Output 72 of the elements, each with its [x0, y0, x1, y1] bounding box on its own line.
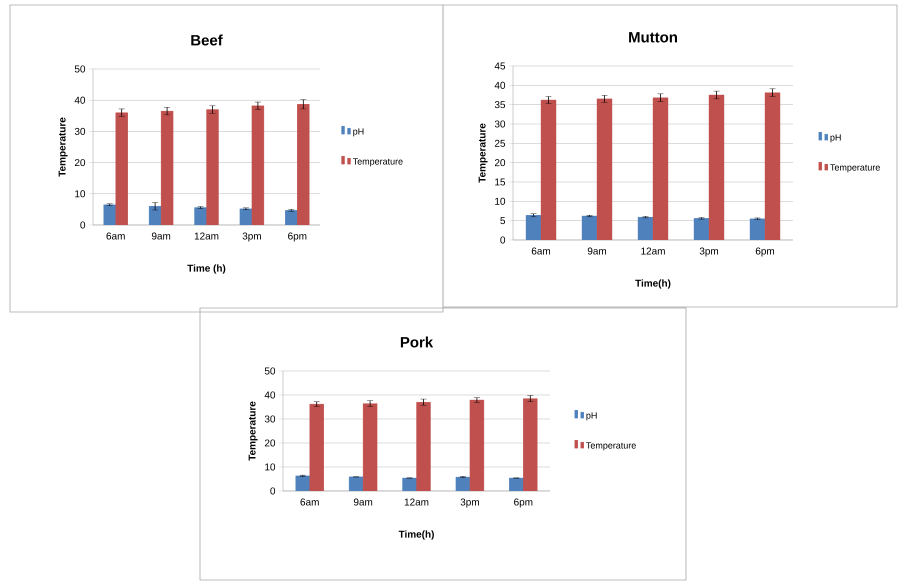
x-axis-title: Time(h): [635, 279, 670, 289]
legend-label: Temperature: [586, 442, 636, 450]
legend-label: Temperature: [830, 164, 880, 172]
x-axis-title: Time(h): [398, 530, 434, 540]
bar: [348, 476, 364, 491]
chart-title: Beef: [191, 34, 223, 46]
y-tick-label: 0: [500, 236, 506, 244]
bar: [104, 204, 116, 225]
bar: [456, 476, 470, 491]
bar: [160, 110, 174, 225]
chart-title: Pork: [400, 336, 434, 348]
x-tick-label: 9am: [588, 248, 606, 255]
x-tick-label: 6pm: [756, 248, 774, 257]
y-tick-label: 40: [264, 391, 276, 399]
y-tick-label: 25: [494, 140, 506, 147]
bar: [509, 478, 524, 491]
bar: [240, 208, 252, 225]
bar: [116, 112, 128, 225]
y-tick-label: 35: [494, 101, 506, 108]
x-tick-label: 6pm: [514, 498, 532, 508]
x-axis-title: Time (h): [187, 264, 226, 274]
x-tick-label: 6am: [532, 248, 550, 255]
x-tick-label: 3pm: [242, 232, 261, 242]
x-tick-label: 12am: [404, 498, 428, 506]
bar: [523, 398, 538, 491]
x-tick-label: 9am: [152, 232, 170, 240]
chart-title: Mutton: [629, 32, 677, 42]
y-tick-label: 20: [494, 159, 506, 166]
y-tick-label: 50: [74, 65, 86, 73]
y-axis-title: Temperature: [248, 402, 258, 461]
x-tick-label: 6pm: [288, 232, 306, 242]
y-tick-label: 5: [500, 217, 506, 224]
x-tick-label: 6am: [300, 498, 319, 506]
bar: [362, 403, 378, 491]
y-tick-label: 20: [264, 439, 276, 447]
y-tick-label: 10: [265, 463, 276, 471]
y-axis-title: Temperature: [58, 118, 68, 177]
y-axis-title: Temperature: [478, 124, 488, 183]
y-tick-label: 40: [494, 82, 506, 89]
bar: [194, 207, 207, 225]
x-tick-label: 12am: [641, 248, 665, 255]
bar: [148, 206, 162, 225]
legend-label: pH: [586, 412, 597, 420]
bar: [297, 104, 310, 225]
x-tick-label: 3pm: [460, 498, 479, 508]
y-tick-label: 30: [494, 120, 506, 128]
legend-label: pH: [353, 128, 364, 136]
bar: [402, 478, 417, 491]
y-tick-label: 40: [74, 96, 86, 104]
bar: [310, 404, 324, 491]
y-tick-label: 50: [264, 367, 276, 375]
bar: [206, 109, 219, 225]
y-tick-label: 15: [495, 178, 506, 186]
bar: [252, 106, 264, 225]
bar: [285, 210, 298, 225]
bar: [416, 402, 431, 491]
x-tick-label: 3pm: [700, 248, 718, 257]
y-tick-label: 20: [74, 159, 86, 166]
bar: [296, 476, 310, 491]
y-tick-label: 45: [494, 62, 506, 70]
bar: [470, 400, 484, 491]
x-tick-label: 6am: [106, 232, 125, 240]
legend-label: pH: [830, 134, 841, 142]
legend-label: Temperature: [352, 158, 403, 166]
y-tick-label: 10: [495, 198, 506, 205]
x-tick-label: 12am: [194, 232, 218, 240]
y-tick-label: 0: [80, 221, 86, 229]
y-tick-label: 30: [74, 128, 86, 135]
x-tick-label: 9am: [354, 498, 372, 506]
y-tick-label: 30: [264, 415, 276, 423]
y-tick-label: 0: [270, 487, 276, 495]
y-tick-label: 10: [75, 190, 86, 198]
